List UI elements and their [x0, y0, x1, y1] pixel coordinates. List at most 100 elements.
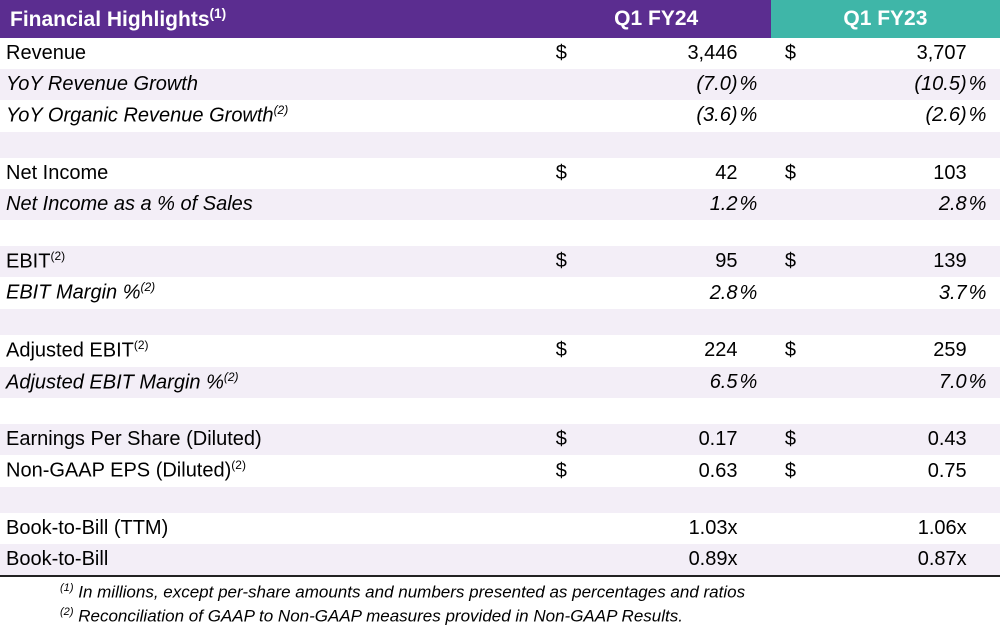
- q2-value: 0.87x: [802, 544, 969, 576]
- q1-value: 2.8: [573, 277, 740, 309]
- q1-value: 42: [573, 158, 740, 189]
- q2-currency: $: [771, 455, 802, 487]
- footnote-sup: (2): [60, 606, 74, 618]
- header-title-text: Financial Highlights: [10, 8, 210, 31]
- q2-suffix: [969, 246, 1000, 278]
- q2-suffix: [969, 335, 1000, 367]
- q2-suffix: [969, 513, 1000, 544]
- q1-currency: $: [542, 455, 573, 487]
- row-label-text: Book-to-Bill (TTM): [6, 517, 168, 539]
- q1-suffix: [740, 246, 771, 278]
- row-label: Book-to-Bill (TTM): [0, 513, 542, 544]
- q1-currency: [542, 69, 573, 100]
- row-label-text: EBIT Margin %: [6, 282, 140, 304]
- spacer-cell: [0, 132, 1000, 158]
- row-label-text: Revenue: [6, 42, 86, 64]
- q2-currency: [771, 189, 802, 220]
- q2-currency: $: [771, 335, 802, 367]
- row-label: Book-to-Bill: [0, 544, 542, 576]
- q2-value: 139: [802, 246, 969, 278]
- table-row: [0, 487, 1000, 513]
- spacer-cell: [0, 309, 1000, 335]
- table-row: Net Income as a % of Sales1.2 %2.8 %: [0, 189, 1000, 220]
- q2-suffix: %: [969, 367, 1000, 399]
- q1-currency: $: [542, 158, 573, 189]
- q1-currency: $: [542, 424, 573, 455]
- q1-value: 1.03x: [573, 513, 740, 544]
- row-label: YoY Revenue Growth: [0, 69, 542, 100]
- row-label: Net Income: [0, 158, 542, 189]
- row-label-text: Net Income: [6, 162, 108, 184]
- table-row: Non-GAAP EPS (Diluted)(2)$0.63$0.75: [0, 455, 1000, 487]
- q2-value: (2.6): [802, 100, 969, 132]
- q2-currency: [771, 100, 802, 132]
- q1-currency: [542, 100, 573, 132]
- row-label-sup: (2): [231, 458, 246, 472]
- q1-value: 95: [573, 246, 740, 278]
- q2-value: 103: [802, 158, 969, 189]
- header-title-sup: (1): [210, 6, 227, 21]
- q2-suffix: [969, 38, 1000, 69]
- q1-suffix: [740, 455, 771, 487]
- q1-currency: [542, 544, 573, 576]
- q2-value: 1.06x: [802, 513, 969, 544]
- q2-currency: $: [771, 38, 802, 69]
- table-body: Revenue$3,446$3,707YoY Revenue Growth(7.…: [0, 38, 1000, 576]
- table-row: [0, 398, 1000, 424]
- q1-currency: [542, 277, 573, 309]
- q1-value: 3,446: [573, 38, 740, 69]
- q2-suffix: %: [969, 189, 1000, 220]
- q1-suffix: %: [740, 367, 771, 399]
- table-header-row: Financial Highlights(1) Q1 FY24 Q1 FY23: [0, 0, 1000, 38]
- header-title: Financial Highlights(1): [0, 0, 542, 38]
- q2-suffix: %: [969, 69, 1000, 100]
- header-col-q1: Q1 FY24: [542, 0, 771, 38]
- header-col-q2: Q1 FY23: [771, 0, 1000, 38]
- table-row: Earnings Per Share (Diluted)$0.17$0.43: [0, 424, 1000, 455]
- q1-suffix: [740, 424, 771, 455]
- spacer-cell: [0, 398, 1000, 424]
- q2-value: 0.43: [802, 424, 969, 455]
- q1-value: 1.2: [573, 189, 740, 220]
- q1-currency: [542, 189, 573, 220]
- row-label-sup: (2): [134, 338, 149, 352]
- row-label-text: Book-to-Bill: [6, 548, 108, 570]
- footnote-text: In millions, except per-share amounts an…: [74, 583, 746, 602]
- table-row: EBIT(2)$95$139: [0, 246, 1000, 278]
- q1-currency: $: [542, 246, 573, 278]
- row-label: EBIT(2): [0, 246, 542, 278]
- spacer-cell: [0, 220, 1000, 246]
- row-label: Adjusted EBIT(2): [0, 335, 542, 367]
- q1-value: (7.0): [573, 69, 740, 100]
- row-label-text: Adjusted EBIT: [6, 340, 134, 362]
- row-label-text: Non-GAAP EPS (Diluted): [6, 460, 231, 482]
- q2-suffix: [969, 158, 1000, 189]
- q2-value: 7.0: [802, 367, 969, 399]
- q2-value: 259: [802, 335, 969, 367]
- row-label-text: Earnings Per Share (Diluted): [6, 428, 262, 450]
- footnotes: (1) In millions, except per-share amount…: [0, 577, 1000, 628]
- q2-currency: [771, 544, 802, 576]
- row-label: Revenue: [0, 38, 542, 69]
- q1-currency: [542, 367, 573, 399]
- q1-currency: [542, 513, 573, 544]
- q1-value: 0.17: [573, 424, 740, 455]
- q2-currency: $: [771, 424, 802, 455]
- q2-suffix: [969, 544, 1000, 576]
- q2-suffix: [969, 424, 1000, 455]
- q2-currency: [771, 513, 802, 544]
- q2-currency: [771, 367, 802, 399]
- q1-value: 6.5: [573, 367, 740, 399]
- row-label-text: EBIT: [6, 250, 50, 272]
- footnote-text: Reconciliation of GAAP to Non-GAAP measu…: [74, 606, 683, 625]
- table-row: Adjusted EBIT(2)$224$259: [0, 335, 1000, 367]
- q1-suffix: [740, 335, 771, 367]
- row-label-text: Adjusted EBIT Margin %: [6, 371, 224, 393]
- table-row: [0, 309, 1000, 335]
- q1-suffix: [740, 544, 771, 576]
- row-label: Non-GAAP EPS (Diluted)(2): [0, 455, 542, 487]
- table-row: YoY Organic Revenue Growth(2)(3.6)%(2.6)…: [0, 100, 1000, 132]
- q1-suffix: [740, 513, 771, 544]
- q1-value: (3.6): [573, 100, 740, 132]
- table-row: Net Income$42$103: [0, 158, 1000, 189]
